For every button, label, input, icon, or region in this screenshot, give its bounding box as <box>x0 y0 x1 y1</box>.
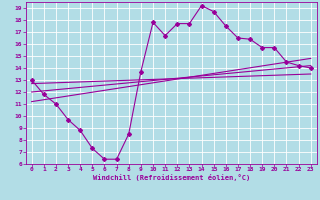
X-axis label: Windchill (Refroidissement éolien,°C): Windchill (Refroidissement éolien,°C) <box>92 174 250 181</box>
